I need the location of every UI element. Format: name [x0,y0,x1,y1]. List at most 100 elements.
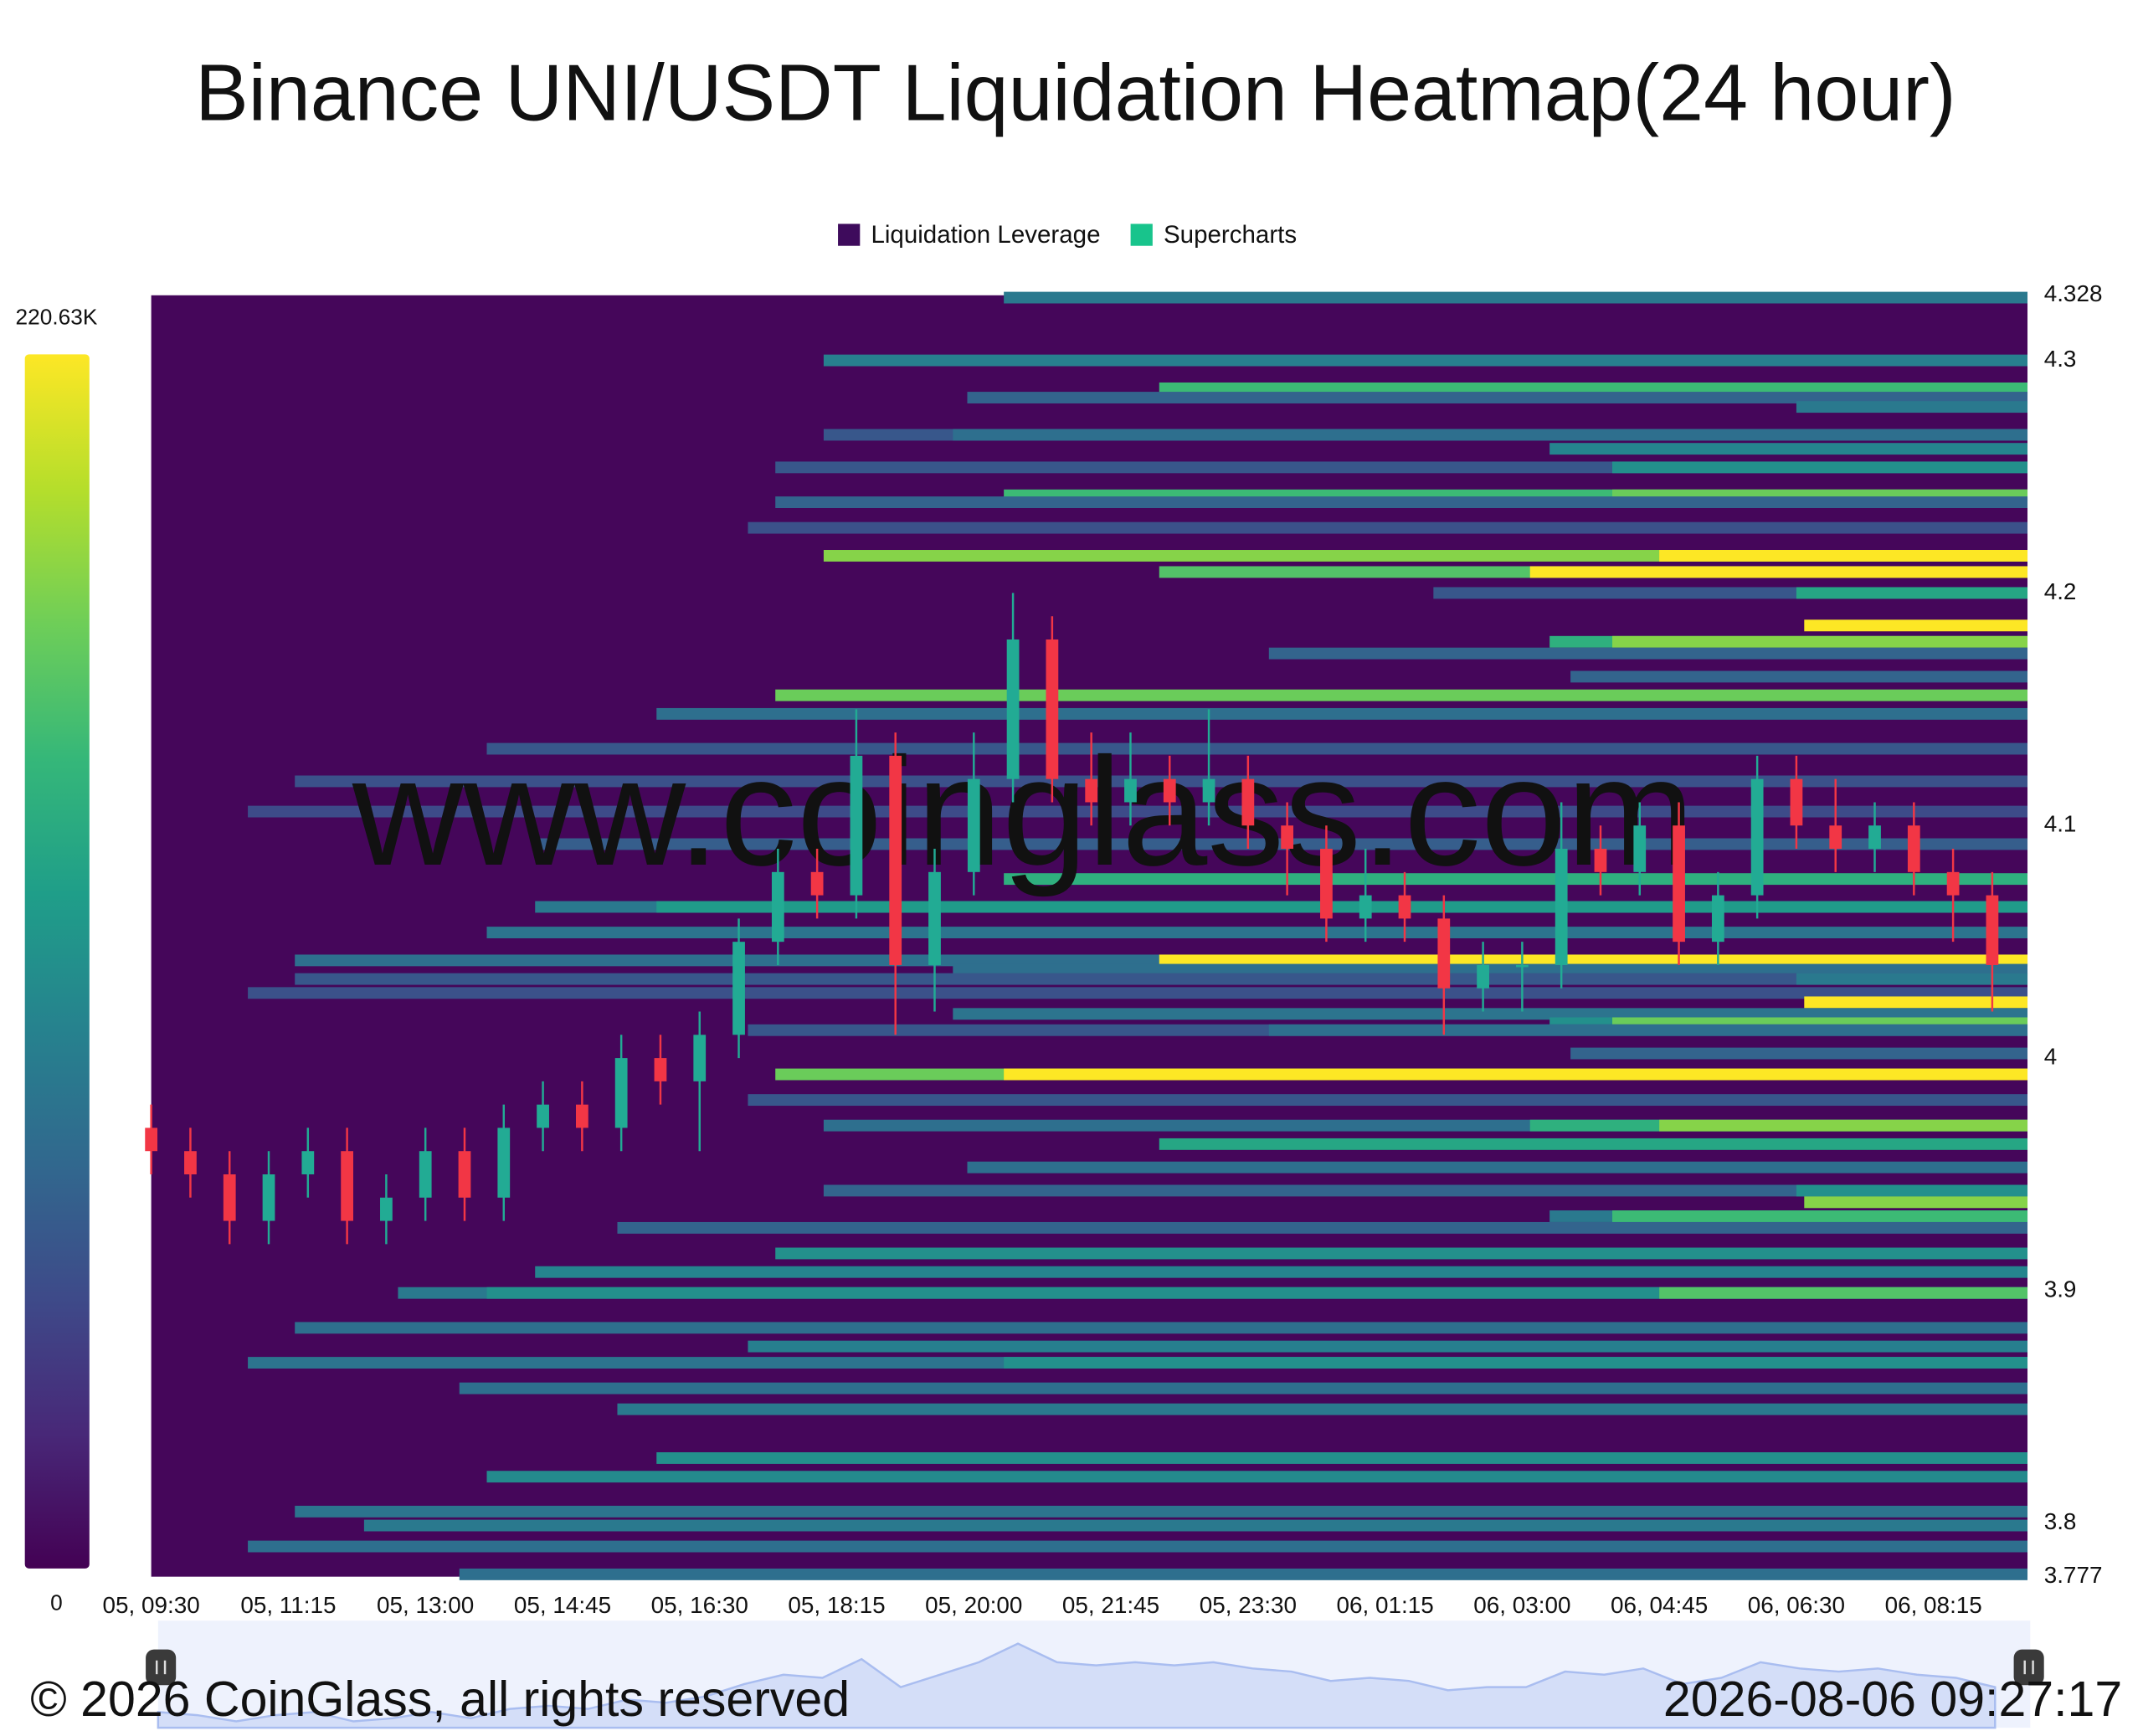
candle-body [850,755,863,896]
candle-body [301,1151,315,1175]
candle-body [1790,778,1803,826]
liquidation-band [775,496,2028,508]
liquidation-band [248,805,2028,818]
liquidation-band [1612,1210,2028,1222]
liquidation-band [1804,996,2028,1009]
liquidation-band [486,1287,2028,1299]
x-tick-label: 05, 21:45 [1062,1592,1159,1618]
candle-body [575,1104,588,1128]
legend-label: Liquidation Leverage [871,221,1100,249]
liquidation-band [748,521,2028,534]
candle-body [1633,825,1647,872]
y-tick-label: 4.2 [2044,578,2077,604]
watermark: www.coinglass.com [352,726,1694,897]
legend-swatch [1130,223,1153,246]
candle-body [732,942,745,1035]
copyright: © 2026 CoinGlass, all rights reserved [30,1672,850,1727]
candle-body [1046,639,1059,779]
navigator-handle[interactable] [2013,1649,2044,1686]
liquidation-band [1804,1196,2028,1209]
y-tick-label: 3.777 [2044,1562,2103,1588]
liquidation-band [295,775,2028,788]
candle-body [458,1151,471,1198]
x-tick-label: 06, 01:15 [1336,1592,1433,1618]
y-tick-label: 4 [2044,1043,2058,1069]
candle-body [889,755,902,965]
candle-body [1281,825,1294,850]
liquidation-band [823,1184,2028,1197]
candle-body [1907,825,1920,872]
x-tick-label: 05, 09:30 [103,1592,200,1618]
candle-body [1477,964,1489,989]
liquidation-band [656,1452,2028,1464]
x-tick-label: 05, 23:30 [1200,1592,1297,1618]
candle-body [1437,918,1451,989]
x-tick-label: 05, 16:30 [651,1592,748,1618]
liquidation-band [486,927,2028,938]
colorbar [24,354,90,1569]
liquidation-band [295,1322,2028,1334]
candle-body [810,871,824,896]
navigator-handle[interactable] [146,1649,177,1686]
liquidation-band [1796,1184,2028,1197]
liquidation-band [953,1008,2028,1020]
liquidation-band [656,707,2028,720]
candle-body [1829,825,1842,850]
y-tick-label: 3.8 [2044,1508,2077,1534]
liquidation-band [1796,973,2028,985]
liquidation-band [823,354,2028,367]
candle-body [1202,778,1215,803]
liquidation-band [1004,873,2028,886]
liquidation-band [459,1568,2028,1580]
y-tick-label: 4.3 [2044,346,2077,372]
x-tick-label: 05, 20:00 [925,1592,1022,1618]
candle-body [341,1151,353,1221]
y-tick-label: 4.328 [2044,280,2103,306]
candle-body [419,1151,432,1198]
candle-body [1006,639,1020,779]
colorbar-label: 0 [50,1590,63,1615]
candle-body [380,1197,393,1221]
candle-body [967,778,980,872]
liquidation-band [1612,635,2028,648]
x-tick-label: 05, 18:15 [788,1592,885,1618]
liquidation-band [1159,954,2028,967]
liquidation-band [1549,443,2028,455]
x-tick-label: 05, 11:15 [240,1592,336,1618]
candle-body [1163,778,1176,803]
candle-body [771,871,784,942]
y-tick-label: 3.9 [2044,1276,2077,1302]
liquidation-band [459,1382,2028,1394]
candle-body [1673,825,1685,942]
liquidation-band [295,1505,2028,1518]
liquidation-band [775,689,2028,701]
candle-body [1320,849,1333,919]
liquidation-band [1570,670,2028,683]
liquidation-band [1159,1138,2028,1150]
liquidation-band [1659,550,2028,562]
liquidation-band [486,742,2028,755]
candle-body [1359,895,1372,919]
candle-body [1868,825,1881,850]
liquidation-band [248,1540,2028,1553]
liquidation-band [967,392,2028,403]
liquidation-band [1268,647,2028,660]
candle-body [1241,778,1255,826]
liquidation-band [617,1403,2028,1415]
candle-body [1750,778,1764,896]
colorbar-label: 220.63K [16,305,98,330]
liquidation-band [1004,1357,2028,1369]
liquidation-band [953,963,2028,976]
liquidation-band [1804,619,2028,632]
liquidation-band [535,1266,2028,1278]
candle-body [614,1058,628,1128]
x-tick-label: 06, 08:15 [1885,1592,1982,1618]
candle-body [537,1104,549,1128]
y-tick-label: 4.1 [2044,811,2077,837]
liquidation-band [1529,566,2028,578]
liquidation-band [1570,1047,2028,1060]
liquidation-band [1004,1068,2028,1081]
legend-label: Supercharts [1164,221,1297,249]
